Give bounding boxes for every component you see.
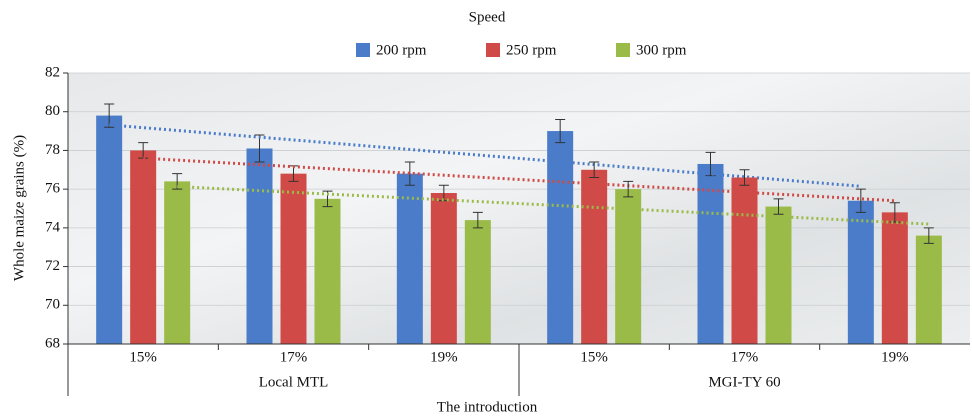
group-label: Local MTL (259, 374, 329, 390)
y-tick-label: 78 (45, 142, 60, 158)
legend-title: Speed (469, 9, 506, 25)
y-tick-label: 68 (45, 335, 60, 351)
legend-label: 250 rpm (506, 42, 557, 58)
x-tick-label: 17% (731, 349, 759, 365)
group-label: MGI-TY 60 (708, 374, 780, 390)
y-tick-label: 74 (45, 219, 61, 235)
x-tick-label: 19% (881, 349, 909, 365)
plot-background (68, 73, 970, 344)
legend-swatch (616, 43, 630, 57)
bar (916, 236, 942, 344)
bar (581, 170, 607, 344)
bar (848, 201, 874, 344)
y-tick-label: 76 (45, 181, 61, 197)
y-tick-label: 70 (45, 297, 60, 313)
x-tick-label: 17% (280, 349, 308, 365)
bar (615, 189, 641, 344)
bar (465, 220, 491, 344)
y-tick-label: 72 (45, 258, 60, 274)
bar (882, 212, 908, 344)
legend-swatch (486, 43, 500, 57)
chart: Speed The introduction Whole maize grain… (0, 0, 972, 418)
y-axis-title: Whole maize grains (%) (11, 135, 27, 281)
y-tick-label: 82 (45, 64, 60, 80)
x-tick-label: 15% (580, 349, 608, 365)
bar (431, 193, 457, 344)
bar (315, 199, 341, 344)
bar (397, 174, 423, 344)
y-tick-label: 80 (45, 103, 60, 119)
legend-swatch (356, 43, 370, 57)
bar (766, 207, 792, 344)
x-axis-title: The introduction (437, 399, 538, 415)
bar (698, 164, 724, 344)
bar (247, 148, 273, 344)
bar (281, 174, 307, 344)
bar (96, 116, 122, 344)
legend-label: 200 rpm (376, 42, 427, 58)
x-tick-label: 15% (129, 349, 157, 365)
bar (732, 178, 758, 344)
legend-label: 300 rpm (636, 42, 687, 58)
bar (164, 181, 190, 344)
bar (130, 150, 156, 344)
x-tick-label: 19% (430, 349, 458, 365)
